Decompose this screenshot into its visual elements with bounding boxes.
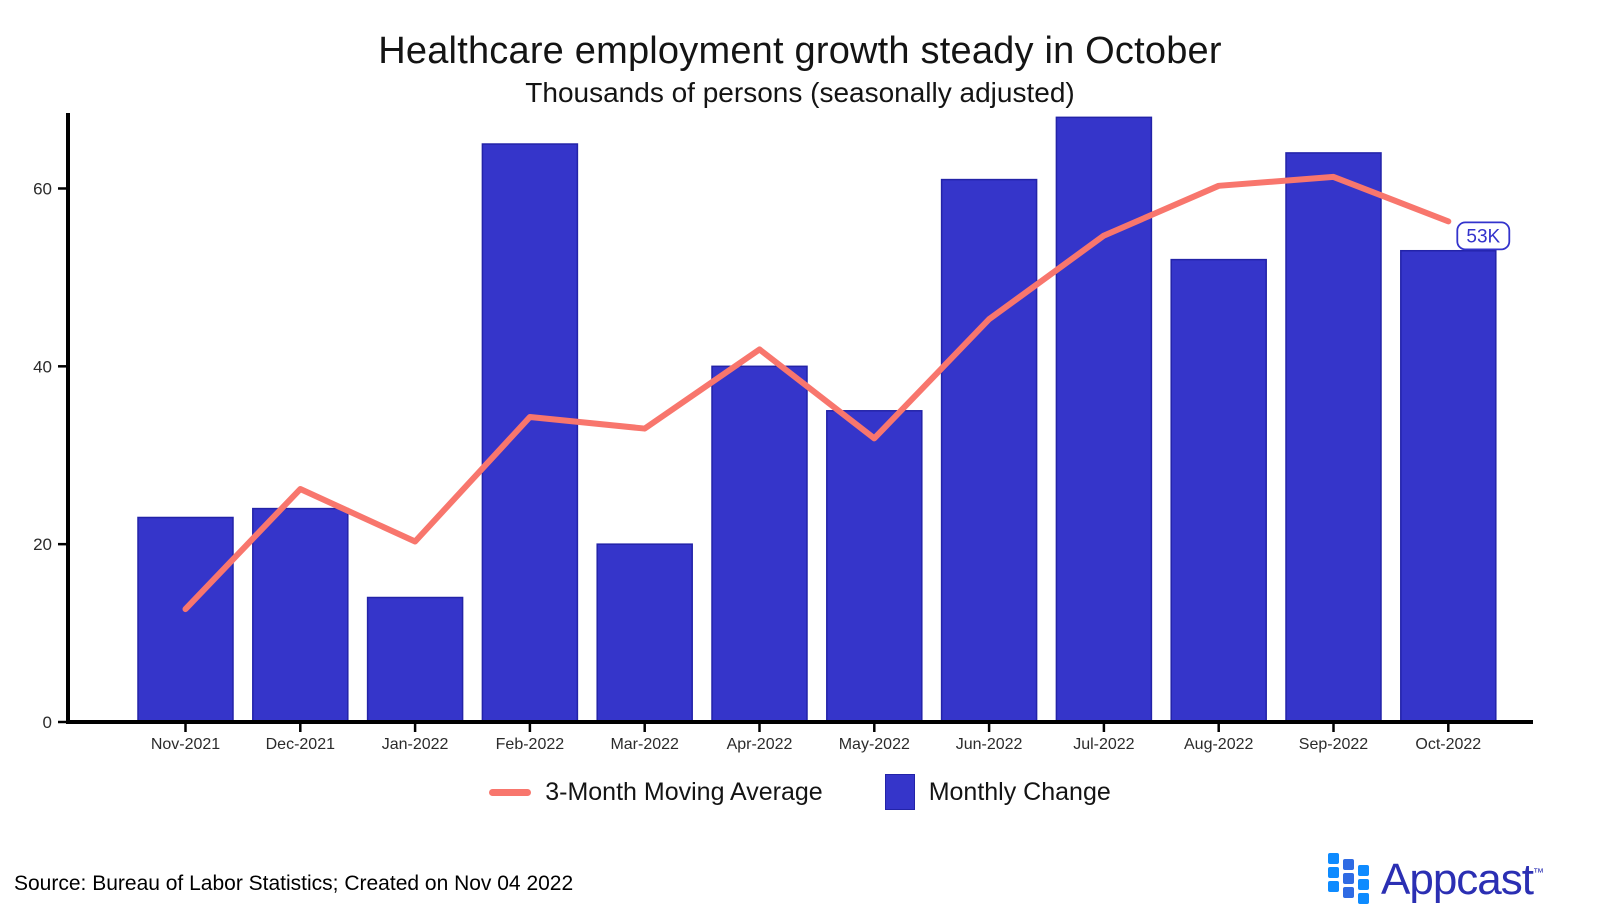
- appcast-logo: Appcast™: [1328, 849, 1544, 904]
- x-tick-label: Sep-2022: [1299, 736, 1368, 753]
- moving-average-line: [182, 173, 1452, 613]
- bar-jun-2022: [940, 178, 1038, 723]
- y-tick-label: 0: [43, 713, 52, 732]
- bar-aug-2022: [1170, 258, 1267, 723]
- x-tick-label: Jul-2022: [1073, 736, 1134, 753]
- x-tick-label: Apr-2022: [727, 736, 793, 753]
- x-tick-label: Feb-2022: [496, 736, 565, 753]
- x-tick-label: Oct-2022: [1415, 736, 1481, 753]
- x-tick-label: Jan-2022: [382, 736, 449, 753]
- y-tick-label: 60: [33, 179, 52, 198]
- bar-feb-2022: [481, 143, 579, 723]
- logo-column: [1343, 859, 1355, 904]
- bar-jul-2022: [1055, 116, 1153, 723]
- x-tick-label: May-2022: [839, 736, 910, 753]
- y-tick-label: 20: [33, 535, 52, 554]
- x-tick-label: Aug-2022: [1184, 736, 1253, 753]
- logo-column: [1328, 853, 1340, 904]
- x-tick-label: Jun-2022: [956, 736, 1023, 753]
- monthly-change-bar-swatch-icon: [884, 774, 915, 810]
- trademark-symbol: ™: [1533, 867, 1544, 879]
- moving-average-line-swatch-icon: [489, 788, 532, 796]
- chart-title: Healthcare employment growth steady in O…: [378, 30, 1222, 72]
- source-note: Source: Bureau of Labor Statistics; Crea…: [14, 872, 574, 895]
- bar-dec-2021: [252, 507, 349, 723]
- bar-may-2022: [826, 410, 923, 723]
- legend-item-moving-average: 3-Month Moving Average: [489, 777, 823, 807]
- logo-column: [1358, 865, 1370, 904]
- legend-item-monthly-change: Monthly Change: [884, 774, 1111, 810]
- bar-oct-2022: [1400, 249, 1497, 723]
- chart-subtitle: Thousands of persons (seasonally adjuste…: [525, 77, 1075, 108]
- chart-legend: 3-Month Moving Average Monthly Change: [0, 774, 1600, 810]
- appcast-wordmark: Appcast™: [1381, 855, 1544, 904]
- x-tick-label: Dec-2021: [266, 736, 335, 753]
- x-tick-label: Mar-2022: [610, 736, 679, 753]
- bar-sep-2022: [1285, 152, 1382, 723]
- bar-apr-2022: [711, 365, 808, 723]
- bar-nov-2021: [137, 516, 234, 723]
- legend-label-monthly-change: Monthly Change: [928, 777, 1111, 806]
- appcast-logo-mark-icon: [1328, 849, 1370, 904]
- annotation-label: 53K: [1466, 226, 1500, 247]
- annotation-box: [1456, 221, 1511, 251]
- bar-mar-2022: [596, 543, 693, 723]
- y-tick-label: 40: [33, 357, 52, 376]
- x-tick-label: Nov-2021: [151, 736, 220, 753]
- bar-jan-2022: [366, 596, 464, 723]
- legend-label-moving-average: 3-Month Moving Average: [545, 777, 823, 806]
